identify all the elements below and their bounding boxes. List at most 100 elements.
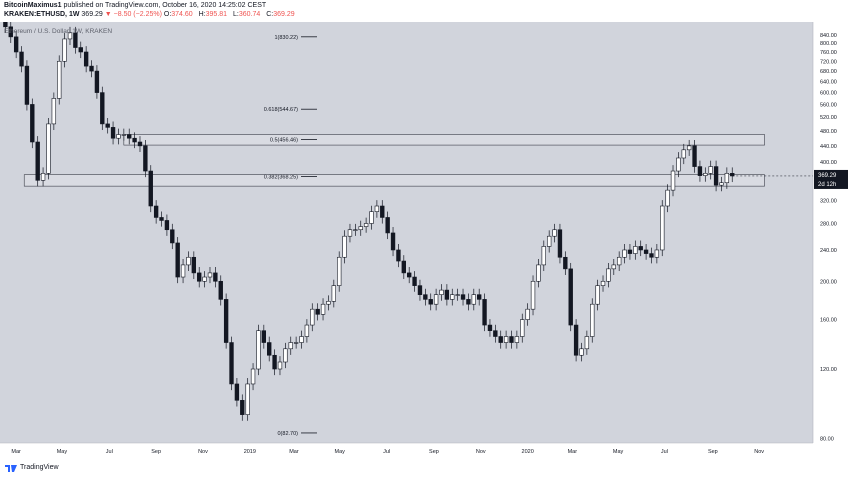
current-price-value: 369.29 [818, 173, 837, 179]
high-label: H: [198, 11, 206, 18]
candle-up [288, 342, 293, 350]
price-tick-label: 720.00 [820, 59, 837, 65]
candle-up [207, 272, 213, 278]
candle-down [19, 51, 24, 67]
fib-level-label: 0.382(368.25) [264, 174, 298, 180]
candle-down [148, 170, 153, 207]
candle-down [197, 272, 202, 282]
high-value: 395.81 [205, 11, 228, 18]
price-tick-label: 240.00 [820, 248, 837, 254]
current-price-tag: 369.29 2d 12h [732, 169, 848, 189]
price-tick-label: 120.00 [820, 367, 837, 373]
symbol-label[interactable]: KRAKEN:ETHUSD, 1W [4, 11, 80, 18]
candle-down [159, 217, 164, 221]
candle-up [660, 205, 665, 251]
price-tick-label: 800.00 [820, 41, 837, 47]
candle-down [240, 400, 245, 415]
time-tick-label: Sep [708, 449, 718, 455]
price-tick-label: 840.00 [820, 33, 837, 39]
candle-up [433, 294, 439, 305]
candle-up [719, 182, 724, 186]
tradingview-logo-icon[interactable] [5, 465, 17, 472]
candle-down [261, 330, 267, 343]
candle-down [8, 26, 13, 38]
candle-down [412, 276, 417, 286]
horizontal-zone [123, 134, 765, 146]
candle-down [713, 166, 719, 186]
candle-down [73, 32, 78, 48]
candle-up [116, 134, 121, 139]
fib-level-label: 1(830.22) [274, 35, 298, 41]
candle-up [51, 98, 57, 125]
candle-up [670, 170, 676, 191]
candle-up [46, 123, 51, 174]
fib-level-label: 0(82.70) [278, 431, 299, 437]
candle-down [127, 134, 132, 139]
candle-down [627, 249, 633, 254]
price-tick-label: 480.00 [820, 129, 837, 135]
candle-up [331, 285, 336, 302]
candle-down [137, 141, 143, 147]
candle-up [611, 264, 616, 270]
time-tick-label: Jul [661, 449, 668, 455]
candle-up [337, 256, 342, 286]
price-axis-bg [813, 22, 850, 443]
candle-up [121, 134, 127, 136]
time-tick-label: Jul [383, 449, 390, 455]
horizontal-zone [23, 174, 765, 187]
candle-up [536, 264, 541, 282]
candle-down [568, 268, 573, 326]
footer: TradingView [0, 460, 850, 478]
candle-up [622, 249, 627, 258]
candle-down [13, 36, 19, 53]
time-axis[interactable]: Mar May Jul Sep Nov 2019 Mar May Jul Sep Nov 2020 Ma… [0, 442, 850, 460]
candle-down [493, 330, 498, 337]
candle-up [342, 235, 347, 258]
fibonacci-levels: 1(830.22) 0.618(544.67) 0.5(456.46) 0.382(3… [264, 35, 317, 437]
candle-up [455, 294, 460, 296]
time-tick-label: 2019 [244, 449, 256, 455]
fib-level-label: 0.618(544.67) [264, 107, 298, 113]
candle-down [477, 294, 482, 300]
candle-up [347, 229, 353, 237]
candle-down [692, 145, 697, 167]
candle-down [509, 336, 514, 343]
price-axis[interactable]: 80.00 120.00 160.00 200.00 240.00 280.00 320.0… [812, 22, 850, 443]
candle-down [487, 324, 493, 331]
candle-down [638, 246, 643, 251]
candle-down [460, 294, 466, 300]
candle-down [573, 324, 579, 356]
price-tick-label: 320.00 [820, 199, 837, 205]
price-tick-label: 80.00 [820, 437, 834, 443]
candle-up [358, 226, 363, 231]
time-tick-label: Sep [151, 449, 161, 455]
candle-up [606, 268, 611, 282]
time-tick-label: Sep [429, 449, 439, 455]
current-price-box [814, 169, 848, 189]
candle-down [396, 249, 401, 262]
fib-level-label: 0.5(456.46) [270, 138, 298, 144]
price-tick-label: 600.00 [820, 91, 837, 97]
candle-down [730, 173, 735, 177]
time-tick-label: 2020 [522, 449, 534, 455]
tradingview-brand[interactable]: TradingView [20, 464, 59, 471]
time-tick-label: May [613, 449, 624, 455]
time-tick-label: Nov [476, 449, 486, 455]
candle-down [444, 289, 450, 300]
candle-down [191, 256, 197, 274]
author-name[interactable]: BitcoinMaximus1 [4, 2, 62, 9]
candle-up [180, 264, 186, 278]
price-tick-label: 640.00 [820, 80, 837, 86]
candle-up [202, 276, 207, 282]
candle-up [62, 38, 67, 62]
candle-up [326, 300, 331, 305]
candle-down [234, 383, 240, 401]
candle-up [67, 32, 73, 40]
low-value: 360.74 [238, 11, 261, 18]
candle-up [450, 294, 455, 300]
candle-up [439, 289, 444, 295]
bar-countdown: 2d 12h [818, 182, 836, 188]
candle-up [546, 235, 552, 247]
candle-down [110, 127, 116, 139]
